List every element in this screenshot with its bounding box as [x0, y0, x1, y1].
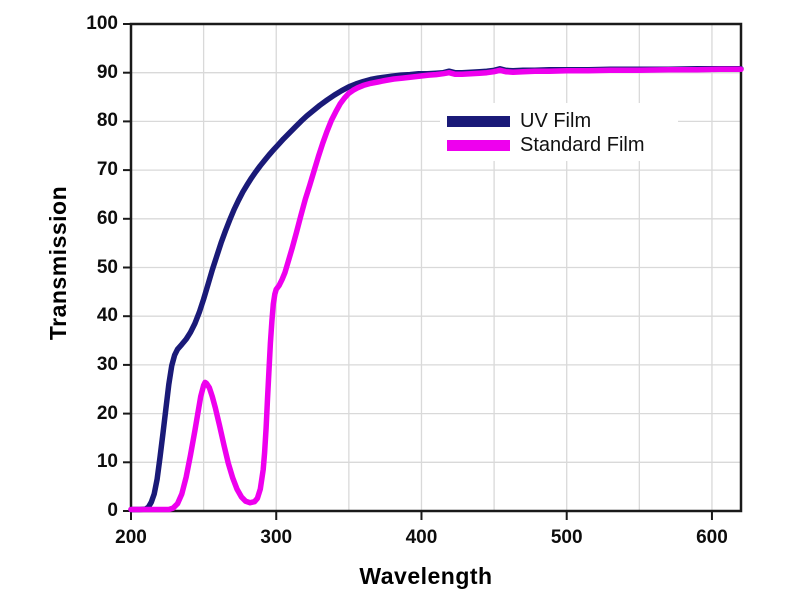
y-tick-label: 0 — [107, 500, 118, 521]
y-tick-label: 80 — [96, 110, 118, 132]
standard-film-color-swatch — [447, 139, 510, 151]
y-tick-label: 70 — [96, 159, 118, 181]
y-tick-label: 50 — [96, 256, 118, 278]
y-tick-label: 20 — [96, 402, 118, 424]
x-axis-title: Wavelength — [359, 563, 493, 589]
y-tick-label: 90 — [96, 61, 118, 83]
tick-marks — [123, 23, 713, 520]
legend-item-uv-film: UV Film — [440, 109, 678, 133]
x-tick-label: 200 — [115, 527, 147, 548]
legend-label-uv-film: UV Film — [520, 110, 592, 132]
curve-standard-film — [128, 66, 744, 513]
y-axis-title: Transmission — [45, 185, 71, 341]
uv-film-color-swatch — [447, 115, 510, 127]
x-tick-label: 600 — [696, 527, 728, 548]
x-tick-label: 500 — [550, 527, 583, 548]
y-tick-label: 30 — [96, 353, 118, 375]
legend-label-standard-film: Standard Film — [520, 134, 645, 156]
y-tick-label: 40 — [96, 305, 118, 327]
y-tick-label: 60 — [96, 207, 118, 229]
x-tick-label: 300 — [260, 527, 293, 548]
y-tick-label: 100 — [86, 13, 118, 34]
x-tick-label: 400 — [405, 527, 438, 548]
legend-item-standard-film: Standard Film — [440, 133, 678, 157]
legend: UV Film Standard Film — [440, 103, 678, 161]
y-tick-label: 10 — [96, 451, 118, 473]
